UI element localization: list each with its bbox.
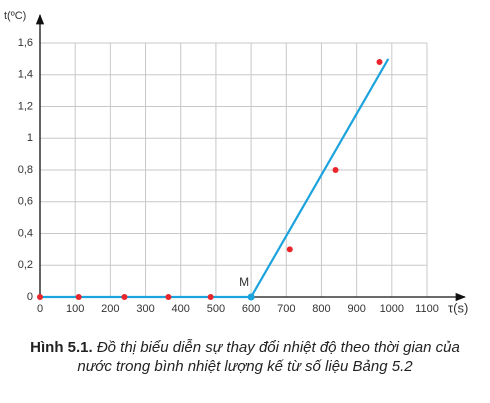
x-tick-label: 1000	[380, 303, 404, 315]
x-tick-label: 400	[172, 303, 190, 315]
y-tick-label: 0,8	[18, 164, 33, 176]
point-m	[247, 293, 255, 301]
x-tick-label: 600	[242, 303, 260, 315]
y-tick-label: 1,6	[18, 37, 33, 49]
x-tick-label: 100	[66, 303, 84, 315]
caption-text: Đồ thị biểu diễn sự thay đổi nhiệt độ th…	[77, 339, 460, 375]
x-tick-label: 700	[277, 303, 295, 315]
y-tick-label: 1,2	[18, 100, 33, 112]
y-tick-label: 0	[27, 291, 33, 303]
fit-line	[40, 58, 390, 299]
x-tick-label: 300	[136, 303, 154, 315]
caption: Hình 5.1. Đồ thị biểu diễn sự thay đổi n…	[20, 338, 470, 376]
data-point	[75, 294, 82, 300]
data-point	[121, 294, 128, 300]
data-point	[286, 246, 293, 253]
y-tick-label: 1	[27, 132, 33, 144]
data-point	[207, 294, 214, 300]
data-point	[332, 167, 339, 173]
x-tick-label: 800	[312, 303, 330, 315]
y-axis-label: t(ºC)	[4, 10, 26, 22]
data-point	[165, 294, 172, 300]
x-tick-label: 1100	[415, 303, 439, 315]
x-tick-label: 500	[207, 303, 225, 315]
y-tick-label: 0,2	[18, 259, 33, 271]
data-point	[37, 294, 43, 300]
y-tick-label: 0,6	[18, 196, 33, 208]
chart: t(ºC) τ(s) 0 0,2 0,4 0,6 0,8 1 1,2 1,4 1,6 0 100 20…	[4, 10, 468, 316]
x-axis-label: τ(s)	[448, 300, 468, 315]
x-tick-label: 0	[37, 303, 43, 315]
y-tick-label: 1,4	[18, 69, 33, 81]
x-tick-label: 200	[101, 303, 119, 315]
x-tick-label: 900	[347, 303, 365, 315]
annotation: M	[239, 275, 249, 289]
data-point	[376, 59, 383, 66]
caption-label: Hình 5.1.	[30, 339, 93, 356]
y-tick-label: 0,4	[18, 227, 33, 239]
